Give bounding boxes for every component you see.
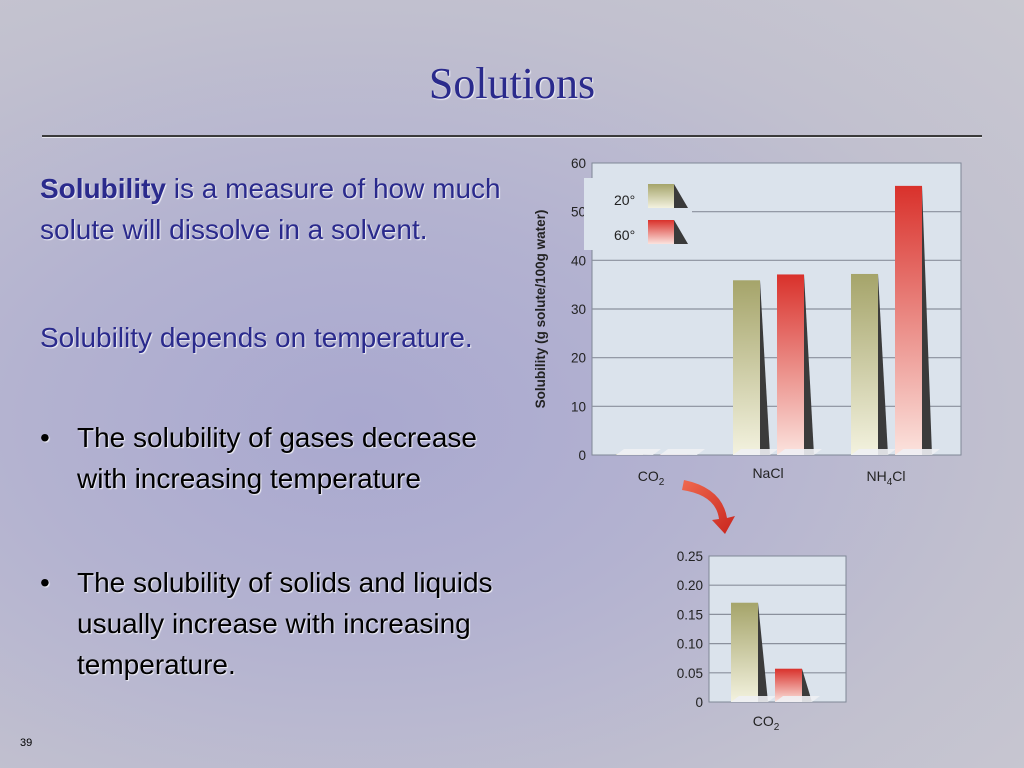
definition-text: is a measure of how much solute will dis… [40,173,501,245]
y-tick-label: 0 [578,448,586,463]
y-tick-label: 0.05 [677,666,703,681]
y-tick-label: 0.25 [677,549,703,564]
y-tick-label: 0.10 [677,637,703,652]
bar-60-0 [660,449,705,455]
bar-60-1 [777,274,822,455]
bar-60-2 [895,185,940,455]
main-chart-legend: 20° 60° [584,178,692,250]
y-tick-label: 40 [571,253,586,268]
main-x-label-co2: CO2 [638,468,665,488]
y-tick-label: 0.15 [677,607,703,622]
legend-label-20: 20° [614,192,635,208]
bullet-item-solids: • The solubility of solids and liquids u… [40,562,510,692]
legend-label-60: 60° [614,227,635,243]
y-tick-label: 0.20 [677,578,703,593]
bullet-dot: • [40,422,50,453]
legend-swatch-20 [648,184,688,208]
bullet-dot: • [40,567,50,598]
legend-swatch-60 [648,220,688,244]
slide-title: Solutions [428,59,596,108]
bullet-item-gases: • The solubility of gases decrease with … [40,417,510,547]
main-x-label-nh4cl: NH4Cl [866,468,905,488]
temperature-paragraph: Solubility depends on temperature. [40,322,473,353]
y-tick-label: 60 [571,156,586,171]
main-x-label-nacl: NaCl [752,465,783,481]
main-chart-y-label: Solubility (g solute/100g water) [533,210,548,409]
page-number: 39 [20,737,33,749]
y-tick-label: 0 [695,695,703,710]
bar-20-0 [616,449,661,455]
definition-paragraph: Solubility is a measure of how much solu… [40,168,525,250]
zoom-arrow-icon [682,480,735,534]
bullet-text: The solubility of gases decrease with in… [77,422,477,494]
y-tick-label: 20 [571,351,586,366]
bar-60-0 [775,668,820,702]
bar-20-0 [731,602,776,702]
bullet-text: The solubility of solids and liquids usu… [77,567,493,680]
title-divider [42,135,982,137]
y-tick-label: 50 [571,205,586,220]
y-tick-label: 30 [571,302,586,317]
solubility-term: Solubility [40,173,166,204]
bar-20-1 [733,280,778,455]
y-tick-label: 10 [571,399,586,414]
bar-20-2 [851,273,896,455]
inset-x-label-co2: CO2 [753,713,780,733]
